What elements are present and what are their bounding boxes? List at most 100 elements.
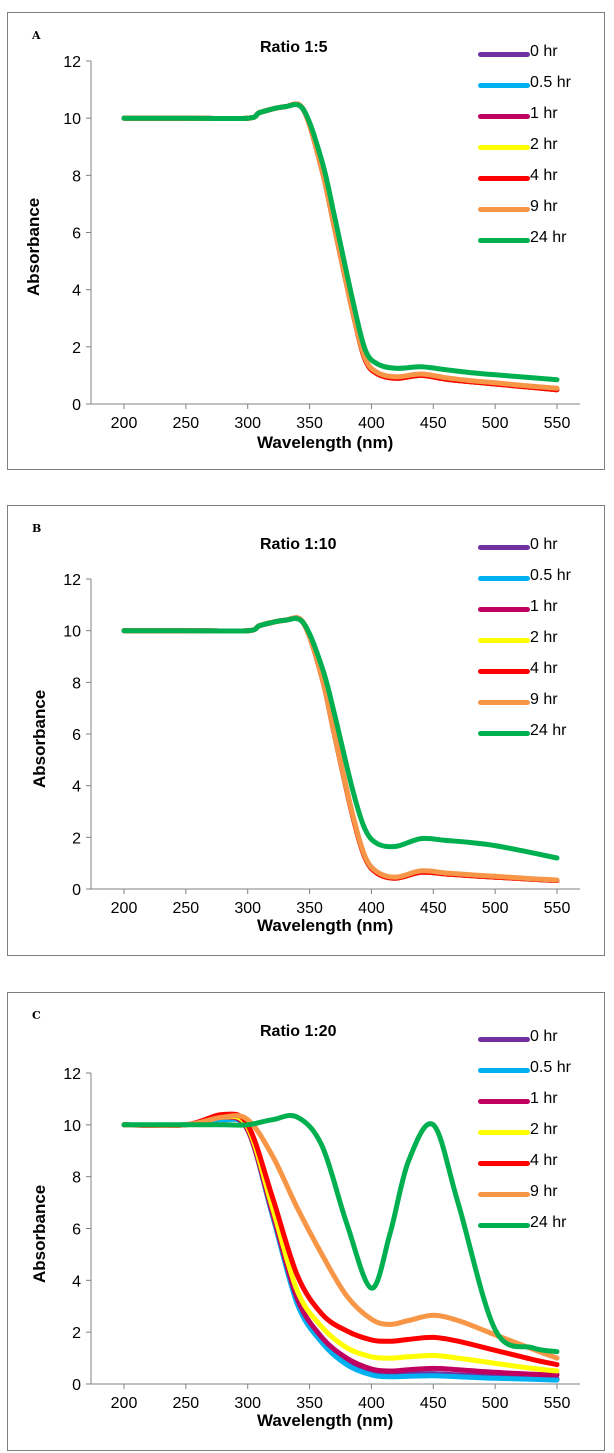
legend-item-1hr: 1 hr xyxy=(478,102,600,133)
legend-swatch xyxy=(478,1068,530,1073)
legend-swatch xyxy=(478,731,530,736)
legend-swatch xyxy=(478,576,530,581)
y-tick-label: 6 xyxy=(72,1222,81,1239)
legend-swatch xyxy=(478,1037,530,1042)
series-line-24-hr xyxy=(121,616,560,861)
x-tick-label: 350 xyxy=(296,415,323,432)
legend-swatch xyxy=(478,669,530,674)
legend-label: 1 hr xyxy=(530,105,558,122)
y-tick-label: 4 xyxy=(72,283,81,300)
legend-swatch xyxy=(478,607,530,612)
y-tick-label: 8 xyxy=(72,675,81,692)
y-axis-label-a: Absorbance xyxy=(24,197,43,296)
x-tick-label: 400 xyxy=(358,1395,385,1412)
legend-item-24hr: 24 hr xyxy=(478,1211,600,1242)
legend-swatch xyxy=(478,638,530,643)
legend-label: 0 hr xyxy=(530,1028,558,1045)
legend-label: 0.5 hr xyxy=(530,567,571,584)
legend-label: 9 hr xyxy=(530,198,558,215)
legend-label: 24 hr xyxy=(530,722,567,739)
x-tick-label: 550 xyxy=(544,1395,571,1412)
y-tick-label: 4 xyxy=(72,1273,81,1290)
y-tick-label: 0 xyxy=(72,397,81,414)
legend-item-24hr: 24 hr xyxy=(478,226,600,257)
legend-item-0-5hr: 0.5 hr xyxy=(478,1056,600,1087)
legend-item-9hr: 9 hr xyxy=(478,195,600,226)
legend-label: 1 hr xyxy=(530,598,558,615)
legend-label: 1 hr xyxy=(530,1090,558,1107)
legend-item-0hr: 0 hr xyxy=(478,40,600,71)
legend-item-4hr: 4 hr xyxy=(478,657,600,688)
y-tick-label: 6 xyxy=(72,226,81,243)
legend-label: 4 hr xyxy=(530,1152,558,1169)
legend-swatch xyxy=(478,1192,530,1197)
x-tick-label: 450 xyxy=(420,900,447,917)
y-tick-label: 6 xyxy=(72,727,81,744)
legend-label: 9 hr xyxy=(530,1183,558,1200)
series-line-24-hr xyxy=(121,1112,560,1355)
y-tick-label: 0 xyxy=(72,1377,81,1394)
x-tick-label: 250 xyxy=(173,415,200,432)
x-tick-label: 300 xyxy=(234,900,261,917)
legend-item-0hr: 0 hr xyxy=(478,533,600,564)
legend-swatch xyxy=(478,1130,530,1135)
panel-letter-a: A xyxy=(32,29,41,42)
legend-label: 24 hr xyxy=(530,1214,567,1231)
legend-b: 0 hr 0.5 hr 1 hr 2 hr 4 hr 9 hr 24 hr xyxy=(478,533,600,750)
x-tick-label: 250 xyxy=(173,1395,200,1412)
x-tick-label: 550 xyxy=(544,415,571,432)
legend-swatch xyxy=(478,52,530,57)
legend-item-4hr: 4 hr xyxy=(478,164,600,195)
legend-swatch xyxy=(478,176,530,181)
y-tick-label: 10 xyxy=(63,624,81,641)
legend-c: 0 hr 0.5 hr 1 hr 2 hr 4 hr 9 hr 24 hr xyxy=(478,1025,600,1242)
legend-swatch xyxy=(478,145,530,150)
legend-item-0-5hr: 0.5 hr xyxy=(478,71,600,102)
x-tick-label: 350 xyxy=(296,900,323,917)
x-tick-label: 400 xyxy=(358,415,385,432)
y-axis-label-b: Absorbance xyxy=(30,689,49,788)
legend-label: 2 hr xyxy=(530,629,558,646)
legend-item-2hr: 2 hr xyxy=(478,1118,600,1149)
legend-swatch xyxy=(478,1099,530,1104)
x-tick-label: 450 xyxy=(420,415,447,432)
y-axis-label-c: Absorbance xyxy=(30,1184,49,1283)
x-tick-label: 500 xyxy=(482,1395,509,1412)
legend-swatch xyxy=(478,1223,530,1228)
legend-item-24hr: 24 hr xyxy=(478,719,600,750)
y-tick-label: 12 xyxy=(63,572,81,589)
series-line-24-hr xyxy=(121,102,560,383)
legend-label: 2 hr xyxy=(530,1121,558,1138)
legend-item-0hr: 0 hr xyxy=(478,1025,600,1056)
legend-item-9hr: 9 hr xyxy=(478,688,600,719)
legend-swatch xyxy=(478,545,530,550)
legend-label: 0.5 hr xyxy=(530,74,571,91)
x-tick-label: 200 xyxy=(111,900,138,917)
x-tick-label: 300 xyxy=(234,415,261,432)
legend-label: 4 hr xyxy=(530,167,558,184)
chart-panel-c: 0 2 4 6 8 10 12 200 250 300 350 400 450 500 550 C Rati… xyxy=(7,992,605,1451)
legend-label: 0 hr xyxy=(530,536,558,553)
y-tick-label: 10 xyxy=(63,1118,81,1135)
y-tick-label: 12 xyxy=(63,54,81,71)
x-tick-label: 500 xyxy=(482,415,509,432)
legend-item-2hr: 2 hr xyxy=(478,133,600,164)
legend-swatch xyxy=(478,207,530,212)
y-tick-label: 2 xyxy=(72,830,81,847)
legend-swatch xyxy=(478,1161,530,1166)
legend-item-4hr: 4 hr xyxy=(478,1149,600,1180)
chart-panel-b: 0 2 4 6 8 10 12 200 250 300 350 400 450 500 550 B Rati… xyxy=(7,505,605,956)
x-axis-label-b: Wavelength (nm) xyxy=(257,916,394,935)
x-tick-label: 200 xyxy=(111,415,138,432)
legend-a: 0 hr 0.5 hr 1 hr 2 hr 4 hr 9 hr 24 hr xyxy=(478,40,600,257)
legend-label: 24 hr xyxy=(530,229,567,246)
x-tick-label: 250 xyxy=(173,900,200,917)
y-tick-label: 4 xyxy=(72,779,81,796)
legend-swatch xyxy=(478,700,530,705)
x-tick-label: 500 xyxy=(482,900,509,917)
x-axis-label-c: Wavelength (nm) xyxy=(257,1411,394,1430)
series-line-9-hr xyxy=(121,1113,560,1361)
legend-label: 9 hr xyxy=(530,691,558,708)
legend-item-1hr: 1 hr xyxy=(478,1087,600,1118)
y-tick-label: 8 xyxy=(72,168,81,185)
